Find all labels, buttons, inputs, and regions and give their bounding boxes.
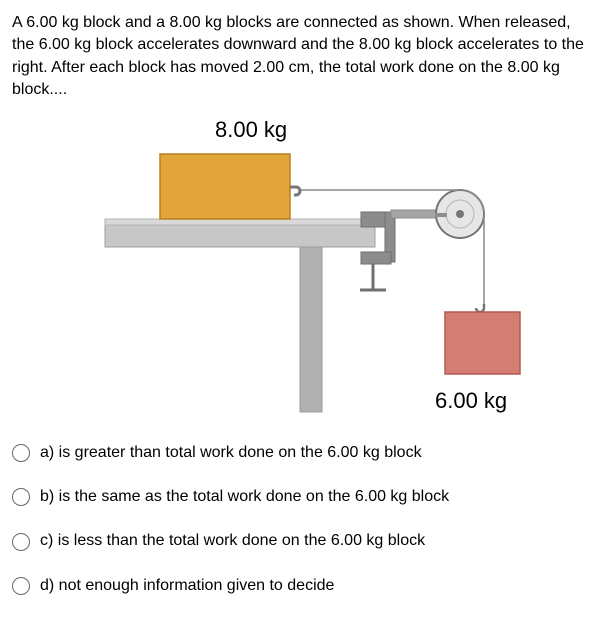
block8-hook <box>290 187 300 195</box>
label-8kg: 8.00 kg <box>215 117 287 142</box>
physics-diagram: 8.00 kg 6.00 kg <box>85 112 525 422</box>
radio-icon <box>12 577 30 595</box>
option-label: c) is less than the total work done on t… <box>40 530 425 552</box>
option-label: b) is the same as the total work done on… <box>40 486 449 508</box>
table-top <box>105 225 375 247</box>
option-c[interactable]: c) is less than the total work done on t… <box>12 530 597 552</box>
option-a[interactable]: a) is greater than total work done on th… <box>12 442 597 464</box>
table-leg <box>300 247 322 412</box>
option-label: a) is greater than total work done on th… <box>40 442 422 464</box>
block-8kg <box>160 154 290 219</box>
radio-icon <box>12 533 30 551</box>
radio-icon <box>12 488 30 506</box>
radio-icon <box>12 444 30 462</box>
table-surface <box>105 219 375 225</box>
option-label: d) not enough information given to decid… <box>40 575 334 597</box>
block-6kg <box>445 312 520 374</box>
block6-hook <box>476 304 484 312</box>
option-b[interactable]: b) is the same as the total work done on… <box>12 486 597 508</box>
question-text: A 6.00 kg block and a 8.00 kg blocks are… <box>12 12 597 102</box>
label-6kg: 6.00 kg <box>435 388 507 413</box>
option-d[interactable]: d) not enough information given to decid… <box>12 575 597 597</box>
answer-options: a) is greater than total work done on th… <box>12 442 597 598</box>
